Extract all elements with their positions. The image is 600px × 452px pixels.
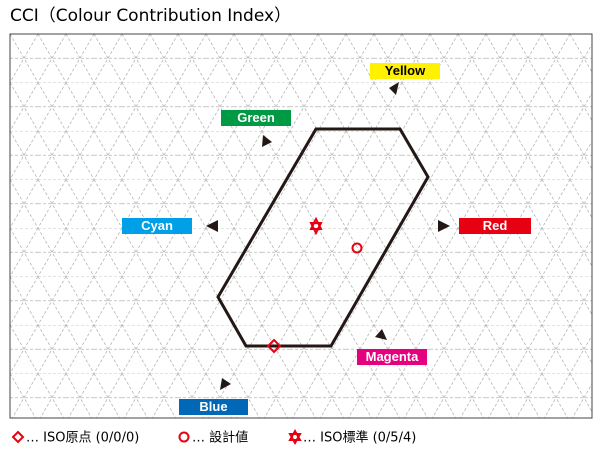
legend-icons — [11, 428, 302, 446]
arrows — [206, 82, 450, 390]
legend-item: … ISO原点 (0/0/0) — [26, 431, 139, 446]
hexagon — [216, 127, 430, 348]
label-green: Green — [237, 110, 275, 125]
legend-item: … 設計値 — [192, 430, 248, 446]
legend-item: … ISO標準 (0/5/4) — [303, 430, 416, 446]
label-blue: Blue — [199, 399, 227, 414]
label-magenta: Magenta — [366, 349, 420, 364]
label-yellow: Yellow — [385, 63, 426, 78]
label-red: Red — [483, 218, 508, 233]
label-boxes — [122, 63, 531, 415]
label-cyan: Cyan — [141, 218, 173, 233]
title: CCI（Colour Contribution Index） — [10, 6, 291, 26]
markers — [266, 216, 363, 354]
